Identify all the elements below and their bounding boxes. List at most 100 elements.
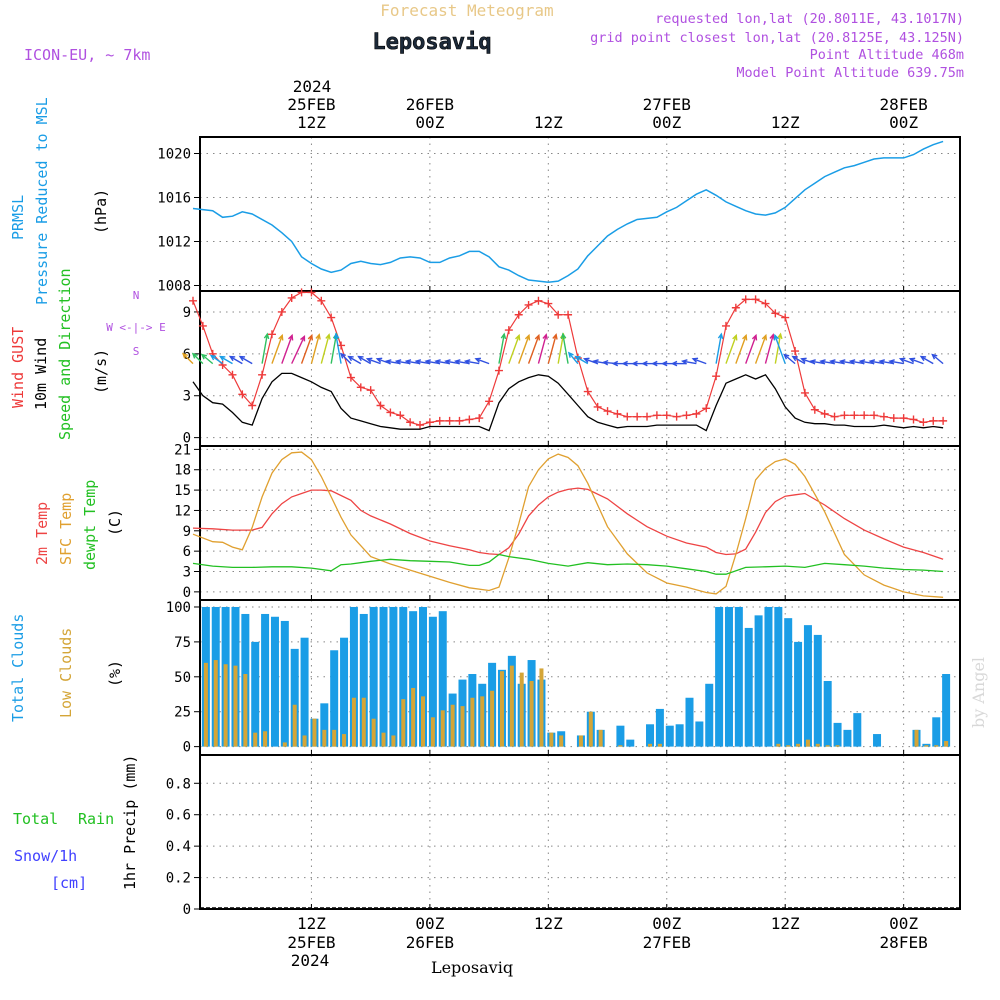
gust-point (800, 388, 809, 397)
gust-point (810, 405, 819, 414)
gust-point (682, 411, 691, 420)
gust-point (277, 307, 286, 316)
wind-arrow (310, 334, 320, 364)
wind-arrow-head (453, 359, 461, 365)
sfc-temp-line (192, 451, 944, 598)
temp-ytick-label: 9 (183, 524, 191, 540)
pressure-ytick-label: 1012 (157, 235, 191, 251)
wind-arrow (764, 334, 774, 364)
wind-arrow-head (621, 360, 628, 367)
low-cloud-bar (203, 662, 208, 747)
watermark: by Angel (969, 657, 988, 728)
total-cloud-bar (270, 616, 279, 747)
gust-point (613, 409, 622, 418)
gust-point (593, 402, 602, 411)
wind-arrow (182, 353, 194, 365)
low-cloud-bar (796, 743, 801, 747)
wind-label: 10m Wind (32, 338, 50, 410)
low-cloud-bar (588, 711, 593, 747)
total-cloud-bar (389, 606, 398, 747)
wind-arrow-head (601, 359, 609, 366)
low-cloud-bar (934, 745, 939, 747)
total-cloud-bar (774, 606, 783, 747)
wind-arrow-head (315, 333, 321, 340)
low-cloud-bar (509, 665, 514, 747)
gust-point (445, 416, 454, 425)
total-cloud-bar (685, 697, 694, 747)
snow-label: Snow/1h (14, 847, 77, 865)
bottom-location-label: Leposaviq (431, 958, 513, 977)
bottom-tick-hour: 12Z (771, 914, 800, 933)
gust-point (307, 288, 316, 297)
wind-arrow-head (631, 360, 638, 367)
total-cloud-bar (419, 606, 428, 747)
wind-arrow-head (717, 332, 724, 340)
gust-label: Wind GUST (9, 327, 27, 408)
temp-2m-label: 2m Temp (33, 502, 51, 565)
clouds-ytick-label: 0 (183, 740, 191, 756)
wind-arrow-head (919, 355, 927, 362)
low-cloud-bar (282, 742, 287, 747)
wind-arrow-head (819, 359, 826, 365)
clouds-ytick-label: 75 (174, 635, 191, 651)
wind-arrow (692, 358, 707, 365)
temp-ytick-label: 6 (183, 544, 191, 560)
top-tick-date: 26FEB (406, 95, 454, 114)
total-cloud-bar (853, 713, 862, 747)
gust-point (692, 409, 701, 418)
total-cloud-bar (320, 703, 329, 747)
gust-point (416, 421, 425, 430)
gust-point (475, 414, 484, 423)
prmsl-label: PRMSL (9, 195, 27, 240)
gust-point (761, 299, 770, 308)
low-cloud-bar (835, 745, 840, 747)
low-cloud-bar (559, 735, 564, 747)
top-tick-hour: 12Z (297, 113, 326, 132)
low-cloud-bar (421, 696, 426, 747)
wind-arrow-head (691, 357, 699, 363)
pressure-ytick-label: 1020 (157, 147, 191, 163)
total-cloud-bar (261, 613, 270, 747)
top-tick-date: 27FEB (643, 95, 691, 114)
wind-arrow (239, 356, 253, 365)
requested-coords: requested lon,lat (20.8011E, 43.1017N) (655, 11, 964, 27)
bottom-tick-date: 28FEB (880, 933, 928, 952)
low-cloud-bar (825, 745, 830, 747)
wind-arrow-head (829, 359, 836, 365)
wind-arrow (335, 333, 342, 364)
total-cloud-bar (438, 611, 447, 747)
panels: 1008101210161020036903691215182102550751… (157, 136, 961, 918)
wind-arrow-head (414, 359, 422, 365)
wind-arrow (774, 335, 786, 364)
wind-arrow-head (680, 359, 688, 365)
temp-panel: 0 3 6 9 12 15 18 21 (174, 442, 961, 601)
low-cloud-bar (322, 729, 327, 747)
wind-arrow (320, 334, 330, 364)
wind-arrow-head (424, 359, 431, 365)
gust-point (919, 418, 928, 427)
low-cloud-bar (342, 734, 347, 747)
gust-point (228, 370, 237, 379)
dewpt-label: dewpt Temp (81, 480, 99, 570)
gust-point (366, 386, 375, 395)
gust-point (248, 401, 257, 410)
total-cloud-bar (695, 721, 704, 747)
low-cloud-bar (914, 729, 919, 747)
precip-ytick-label: 0.2 (166, 871, 191, 887)
gust-point (662, 411, 671, 420)
temp-legend: 2m Temp SFC Temp dewpt Temp (C) (33, 480, 124, 570)
total-cloud-bar (290, 648, 299, 747)
low-cloud-bar (391, 735, 396, 747)
temp-unit-label: (C) (106, 509, 124, 536)
total-cloud-bar (428, 616, 437, 747)
wind-arrow-head (339, 352, 346, 359)
wind-arrow-head (777, 332, 783, 340)
low-cloud-bar (450, 704, 455, 747)
precip-panel: 0 0.2 0.4 0.6 0.8 (166, 754, 961, 918)
low-cloud-bar (371, 718, 376, 747)
wind-arrow-head (742, 333, 748, 341)
low-cloud-bar (263, 731, 268, 747)
wind-arrow-head (931, 353, 938, 360)
